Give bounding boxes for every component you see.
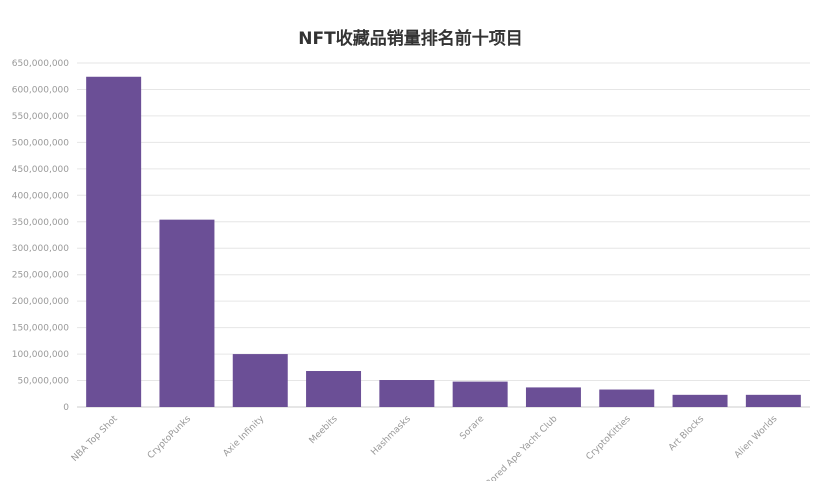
x-axis-ticks: NBA Top Shot CryptoPunks Axie Infinity Meeb…	[70, 414, 780, 481]
x-tick-label: Axie Infinity	[221, 414, 266, 459]
bar[interactable]	[525, 387, 581, 407]
bar[interactable]	[599, 389, 655, 407]
y-tick-label: 200,000,000	[12, 297, 70, 307]
bar[interactable]	[306, 371, 362, 407]
y-tick-label: 150,000,000	[12, 324, 70, 334]
grid-lines	[77, 62, 810, 408]
x-tick-label: Sorare	[458, 414, 486, 442]
y-tick-label: 50,000,000	[17, 377, 69, 387]
bar[interactable]	[452, 381, 508, 407]
bar[interactable]	[745, 394, 801, 407]
x-tick-label: CryptoPunks	[146, 414, 193, 461]
bar[interactable]	[159, 219, 215, 407]
y-tick-label: 0	[63, 403, 69, 413]
bar[interactable]	[86, 76, 142, 407]
y-axis-ticks: 0 50,000,000 100,000,000 150,000,000 200,000…	[12, 59, 70, 413]
x-tick-label: CryptoKitties	[585, 414, 633, 462]
y-tick-label: 400,000,000	[12, 191, 70, 201]
bar[interactable]	[232, 354, 288, 407]
chart-title: NFT收藏品销量排名前十项目	[298, 29, 523, 49]
y-tick-label: 350,000,000	[12, 218, 70, 228]
y-tick-label: 100,000,000	[12, 350, 70, 360]
x-tick-label: Hashmasks	[369, 414, 413, 458]
y-tick-label: 650,000,000	[12, 59, 70, 69]
bars	[86, 76, 801, 407]
y-tick-label: 300,000,000	[12, 244, 70, 254]
y-tick-label: 500,000,000	[12, 138, 70, 148]
x-tick-label: Bored Ape Yacht Club	[484, 414, 560, 481]
x-tick-label: NBA Top Shot	[70, 414, 120, 464]
y-tick-label: 550,000,000	[12, 112, 70, 122]
bar[interactable]	[672, 394, 728, 407]
x-tick-label: Alien Worlds	[733, 414, 780, 461]
x-tick-label: Meebits	[308, 414, 340, 446]
bar[interactable]	[379, 380, 435, 407]
y-tick-label: 600,000,000	[12, 85, 70, 95]
y-tick-label: 450,000,000	[12, 165, 70, 175]
x-tick-label: Art Blocks	[667, 414, 706, 453]
y-tick-label: 250,000,000	[12, 271, 70, 281]
